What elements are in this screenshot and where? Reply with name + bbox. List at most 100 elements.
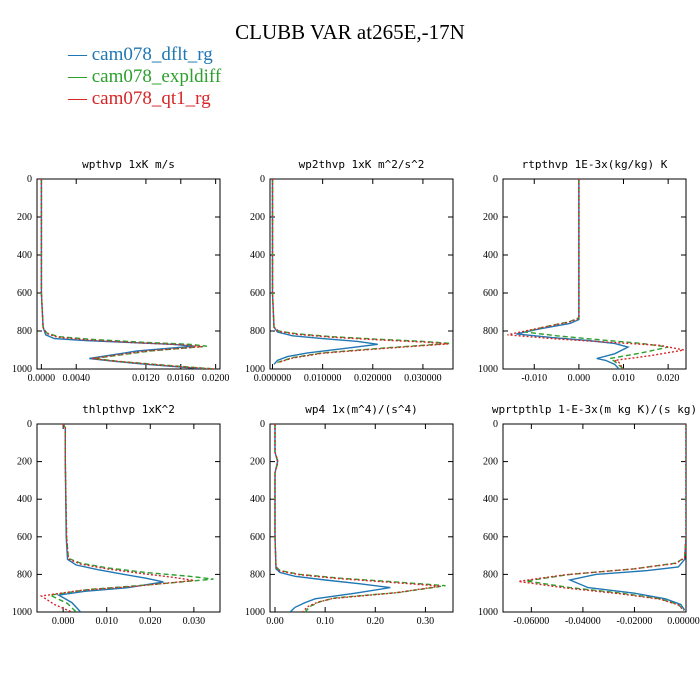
x-tick-label: 0.20 <box>367 616 385 627</box>
series-line-1 <box>56 424 164 612</box>
y-tick-label: 800 <box>483 569 498 580</box>
y-tick-label: 800 <box>483 326 498 337</box>
legend-swatch: — <box>68 44 92 65</box>
plot-frame <box>502 178 687 370</box>
series-line-2 <box>526 424 686 611</box>
y-tick-label: 200 <box>483 457 498 468</box>
legend-label: cam078_qt1_rg <box>91 88 211 109</box>
x-tick-label: 0.010 <box>95 616 118 627</box>
series-group <box>507 179 684 369</box>
x-tick-label: 0.010000 <box>304 373 342 384</box>
y-tick-label: 200 <box>17 457 32 468</box>
y-tick-label: 0 <box>493 419 498 430</box>
x-tick-label: 0.0000 <box>28 373 56 384</box>
chart-panel-1: wpthvp 1xK m/s 0 200 400 600 800 10000.0000 0.0… <box>12 158 229 384</box>
x-tick-label: 0.10 <box>316 616 334 627</box>
chart-panel-6: wprtpthlp 1-E-3x(m kg K)/(s kg) 0 200 400 60… <box>478 403 700 627</box>
chart-panel-3: rtpthvp 1E-3x(kg/kg) K 0 200 400 600 800 1000 -… <box>478 158 687 384</box>
series-line-3 <box>518 424 686 611</box>
y-tick-label: 0 <box>493 174 498 185</box>
y-tick-label: 600 <box>17 532 32 543</box>
x-tick-label: 0.020000 <box>354 373 392 384</box>
series-line-2 <box>47 424 214 612</box>
y-tick-label: 1000 <box>478 607 498 618</box>
series-line-3 <box>271 179 449 364</box>
panel-title: thlpthvp 1xK^2 <box>82 403 175 416</box>
series-group <box>271 179 451 365</box>
series-line-3 <box>39 424 195 612</box>
series-line-1 <box>567 424 686 611</box>
plot-frame <box>269 178 454 370</box>
legend-label: cam078_dflt_rg <box>91 44 213 65</box>
y-tick-label: 400 <box>483 250 498 261</box>
series-group <box>39 424 214 612</box>
y-tick-label: 400 <box>17 494 32 505</box>
series-line-3 <box>40 179 214 369</box>
series-line-1 <box>516 179 630 369</box>
y-tick-label: 400 <box>250 250 265 261</box>
x-tick-label: 0.000 <box>52 616 75 627</box>
x-tick-label: 0.030 <box>183 616 206 627</box>
chart-panel-5: wp4 1x(m^4)/(s^4) 0 200 400 600 800 10000.00 0.… <box>245 403 454 627</box>
y-tick-label: 1000 <box>245 607 265 618</box>
x-tick-label: -0.02000 <box>617 616 653 627</box>
x-tick-label: 0.020 <box>657 373 680 384</box>
y-tick-label: 400 <box>483 494 498 505</box>
y-tick-label: 0 <box>27 174 32 185</box>
y-tick-label: 600 <box>483 532 498 543</box>
y-tick-label: 800 <box>17 326 32 337</box>
x-tick-label: 0.0040 <box>62 373 90 384</box>
y-tick-label: 800 <box>250 569 265 580</box>
legend: — cam078_dflt_rg — cam078_expldiff — cam… <box>68 44 221 110</box>
y-tick-label: 200 <box>483 212 498 223</box>
y-tick-label: 600 <box>483 288 498 299</box>
figure-title: CLUBB VAR at265E,-17N <box>235 20 465 44</box>
y-tick-label: 200 <box>250 457 265 468</box>
panel-title: wpthvp 1xK m/s <box>82 158 175 171</box>
legend-label: cam078_expldiff <box>91 66 222 87</box>
x-tick-label: -0.010 <box>521 373 547 384</box>
x-tick-label: 0.0120 <box>132 373 160 384</box>
legend-item-dflt: — cam078_dflt_rg <box>68 44 221 66</box>
y-tick-label: 0 <box>27 419 32 430</box>
plot-frame <box>36 178 221 370</box>
y-tick-label: 800 <box>250 326 265 337</box>
series-group <box>274 424 446 612</box>
x-tick-label: 0.010 <box>612 373 635 384</box>
y-tick-label: 200 <box>17 212 32 223</box>
plot-frame <box>269 423 454 613</box>
y-tick-label: 800 <box>17 569 32 580</box>
series-line-2 <box>525 179 669 369</box>
x-tick-label: 0.020 <box>139 616 162 627</box>
series-line-3 <box>507 179 684 369</box>
series-group <box>518 424 686 611</box>
y-tick-label: 0 <box>260 174 265 185</box>
x-tick-label: 0.030000 <box>404 373 442 384</box>
x-tick-label: 0.000 <box>568 373 591 384</box>
panel-title: wp2thvp 1xK m^2/s^2 <box>299 158 425 171</box>
y-tick-label: 1000 <box>478 364 498 375</box>
x-tick-label: 0.000000 <box>254 373 292 384</box>
x-tick-label: 0.0160 <box>167 373 195 384</box>
series-line-3 <box>274 424 441 612</box>
y-tick-label: 1000 <box>12 607 32 618</box>
series-line-2 <box>271 179 451 364</box>
plot-frame <box>502 423 687 613</box>
chart-panel-4: thlpthvp 1xK^2 0 200 400 600 800 1000 0.000 0.01… <box>12 403 221 627</box>
plot-frame <box>36 423 221 613</box>
panel-title: rtpthvp 1E-3x(kg/kg) K <box>522 158 668 171</box>
chart-panel-2: wp2thvp 1xK m^2/s^2 0 200 400 600 800 10000.00… <box>245 158 454 384</box>
x-tick-label: 0.00 <box>266 616 284 627</box>
series-group <box>40 179 216 369</box>
y-tick-label: 400 <box>250 494 265 505</box>
y-tick-label: 600 <box>250 532 265 543</box>
y-tick-label: 1000 <box>12 364 32 375</box>
legend-swatch: — <box>68 66 92 87</box>
y-tick-label: 0 <box>260 419 265 430</box>
legend-item-expldiff: — cam078_expldiff <box>68 66 221 88</box>
panel-title: wprtpthlp 1-E-3x(m kg K)/(s kg) <box>492 403 697 416</box>
series-line-1 <box>271 179 378 365</box>
x-tick-label: 0.30 <box>417 616 435 627</box>
panel-title: wp4 1x(m^4)/(s^4) <box>305 403 418 416</box>
